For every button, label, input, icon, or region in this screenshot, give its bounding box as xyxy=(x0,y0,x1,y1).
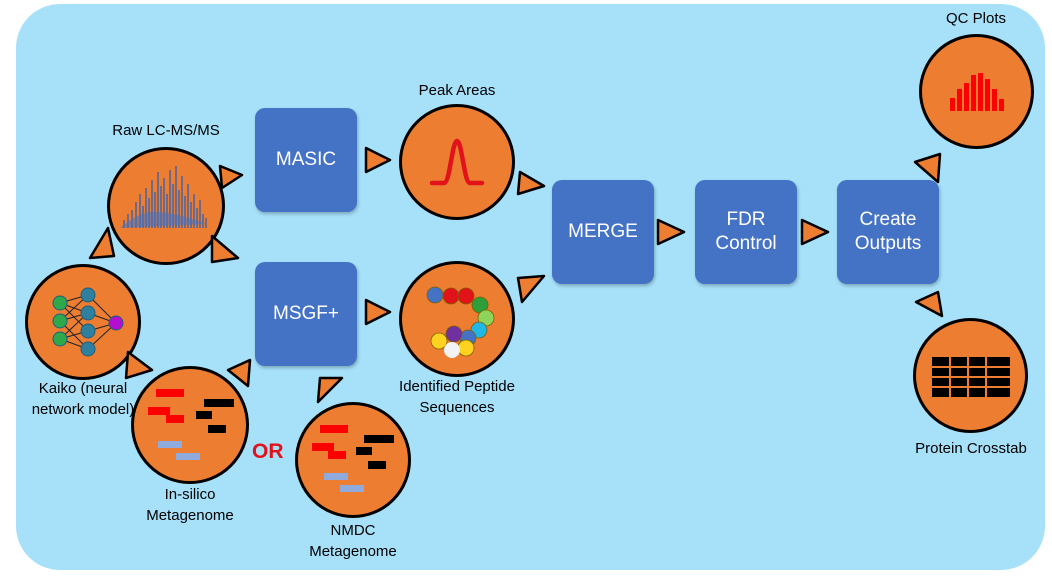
nmdc-node xyxy=(295,402,411,518)
protein-crosstab-node xyxy=(913,318,1028,433)
arrow-masic-to-peak-areas xyxy=(364,146,392,174)
masic-label: MASIC xyxy=(275,149,337,170)
msgf-box: MSGF+ xyxy=(255,262,357,366)
insilico-label: In-silico Metagenome xyxy=(146,486,234,524)
arrow-nmdc-to-msgf xyxy=(316,376,344,404)
fdr-control-box: FDR Control xyxy=(695,180,797,284)
neural-network-icon xyxy=(52,287,124,357)
raw-lcms-label: Raw LC-MS/MS xyxy=(112,122,220,139)
insilico-node xyxy=(131,366,249,484)
arrow-create-outputs-to-protein-crosstab xyxy=(914,290,944,318)
peak-areas-label: Peak Areas xyxy=(418,82,496,99)
masic-box: MASIC xyxy=(255,108,357,212)
metagenome-bars-icon xyxy=(312,425,394,492)
arrow-insilico-to-msgf xyxy=(226,358,252,388)
create-outputs-box: Create Outputs xyxy=(837,180,939,284)
histogram-icon xyxy=(950,73,1004,111)
qc-plots-label: QC Plots xyxy=(945,10,1006,27)
create-outputs-label: Create Outputs xyxy=(854,209,922,254)
arrow-insilico-to-kaiko xyxy=(124,350,154,380)
identified-peptides-node xyxy=(399,261,515,377)
or-label: OR xyxy=(252,440,284,463)
merge-box: MERGE xyxy=(552,180,654,284)
table-grid-icon xyxy=(932,357,1010,397)
arrow-kaiko-to-raw xyxy=(88,226,116,260)
msgf-label: MSGF+ xyxy=(273,303,339,324)
ms-spectrum-icon xyxy=(120,166,207,228)
arrow-msgf-to-peptides xyxy=(364,298,392,326)
peak-curve-icon xyxy=(429,138,485,186)
arrow-raw-to-msgf xyxy=(210,234,240,264)
arrow-raw-to-masic xyxy=(218,164,244,190)
fdr-control-label: FDR Control xyxy=(715,209,777,254)
arrow-fdr-to-create-outputs xyxy=(800,218,830,246)
arrow-peptides-to-merge xyxy=(516,274,546,304)
nmdc-label: NMDC Metagenome xyxy=(309,522,397,560)
identified-peptides-label: Identified Peptide Sequences xyxy=(399,378,515,416)
raw-lcms-node xyxy=(107,147,225,265)
kaiko-node xyxy=(25,264,141,380)
qc-plots-node xyxy=(919,34,1034,149)
merge-label: MERGE xyxy=(568,221,638,242)
peak-areas-node xyxy=(399,104,515,220)
arrow-peak-areas-to-merge xyxy=(516,170,546,196)
protein-crosstab-label: Protein Crosstab xyxy=(915,440,1027,457)
kaiko-label: Kaiko (neural network model) xyxy=(31,380,135,418)
arrow-create-outputs-to-qc-plots xyxy=(913,152,942,184)
peptide-beads-icon xyxy=(426,286,495,358)
metagenome-bars-icon xyxy=(148,389,234,460)
arrow-merge-to-fdr xyxy=(656,218,686,246)
